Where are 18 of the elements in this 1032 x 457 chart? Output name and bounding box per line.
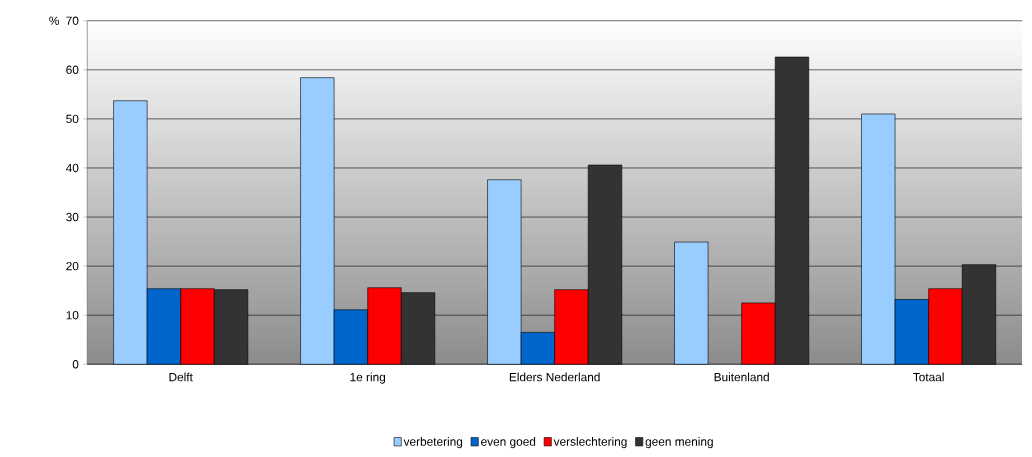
y-axis-title: % [49,16,59,25]
y-tick-label: 60 [66,65,79,74]
y-tick-label: 30 [66,212,79,222]
y-tick-label: 50 [66,114,79,124]
legend-label: verslechtering [553,437,627,449]
y-tick-label: 20 [66,261,79,271]
legend-label: geen mening [645,437,713,449]
legend-label: even goed [481,437,536,449]
legend-label: verbetering [403,437,463,449]
x-tick-label: Delft [169,372,193,382]
y-tick-label: 10 [66,310,79,320]
y-tick-label: 0 [72,360,79,369]
x-tick-label: Totaal [913,372,944,382]
x-tick-label: 1e ring [350,372,386,384]
x-tick-label: Elders Nederland [509,372,600,382]
y-tick-label: 70 [66,16,79,25]
y-tick-label: 40 [65,163,79,173]
x-tick-label: Buitenland [714,372,769,382]
